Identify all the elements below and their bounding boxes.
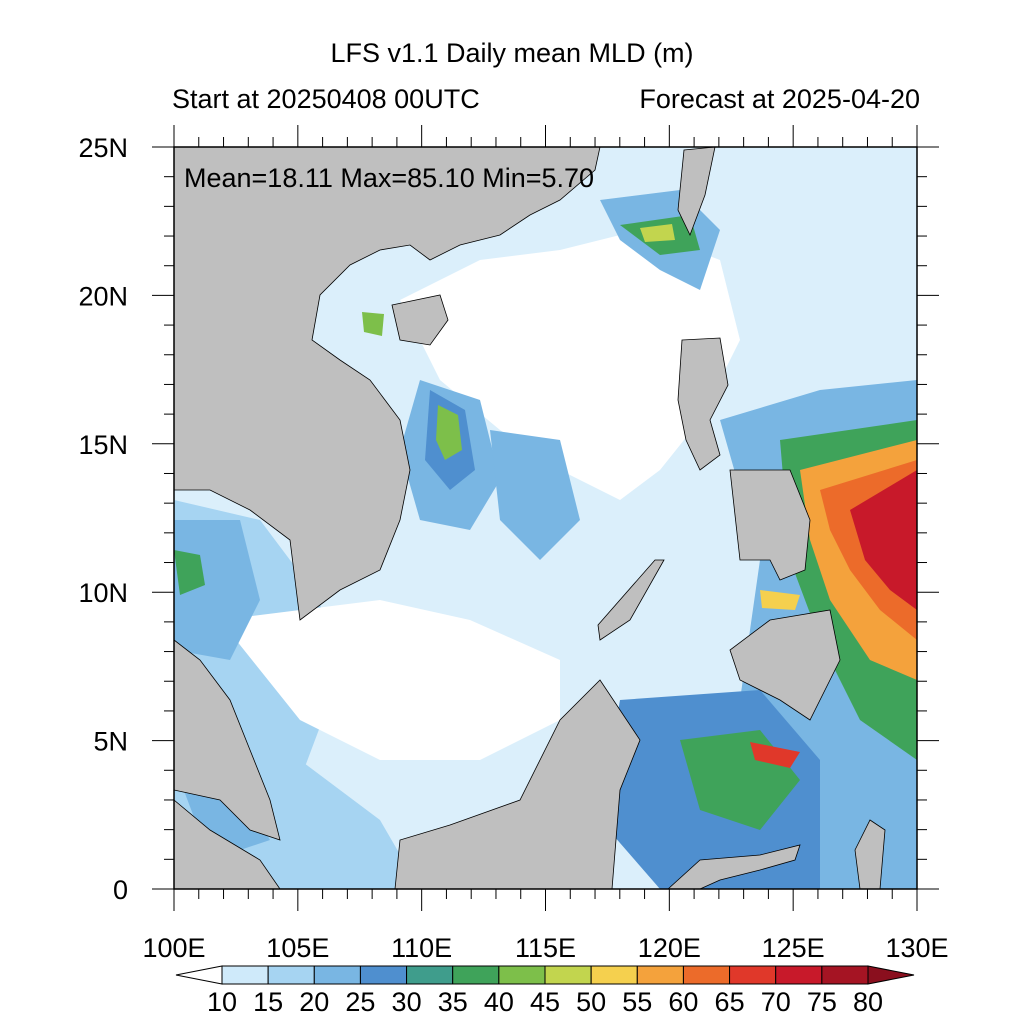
lat-tick-label: 20N [78, 281, 128, 311]
mld-region [850, 470, 917, 610]
colorbar-box [313, 965, 361, 985]
colorbar-label: 80 [853, 987, 883, 1017]
colorbar-box [406, 965, 454, 985]
colorbar-box [359, 965, 408, 985]
land-halmahera [854, 819, 886, 889]
colorbar-box [775, 965, 823, 985]
colorbar-box [452, 965, 500, 985]
colorbar-label: 55 [622, 987, 652, 1017]
lat-tick-label: 5N [93, 727, 128, 757]
land-masses [174, 147, 886, 889]
colorbar-box [729, 965, 777, 985]
forecast-time-label: Forecast at 2025-04-20 [639, 84, 920, 114]
land-visayas [729, 469, 811, 581]
stats-label: Mean=18.11 Max=85.10 Min=5.70 [184, 163, 595, 193]
mld-region [760, 590, 800, 610]
colorbar-label: 15 [253, 987, 283, 1017]
mld-region [640, 224, 675, 242]
colorbar-label: 50 [576, 987, 606, 1017]
colorbar-box [221, 965, 269, 985]
land-palawan [597, 559, 665, 641]
mld-region [490, 430, 580, 560]
colorbar-label: 60 [668, 987, 698, 1017]
start-time-label: Start at 20250408 00UTC [172, 84, 480, 114]
mld-region [436, 405, 462, 460]
lon-tick-label: 115E [515, 933, 576, 963]
lat-tick-label: 0 [113, 875, 128, 905]
colorbar-label: 45 [530, 987, 560, 1017]
land-sumatra [174, 799, 281, 889]
land-sulawesi [667, 844, 801, 889]
lon-tick-label: 100E [142, 933, 205, 963]
colorbar-box [544, 965, 592, 985]
land-mainland [174, 147, 601, 621]
colorbar: 10 15 20 25 30 35 40 45 50 55 60 65 70 75 80 [175, 965, 915, 1017]
lon-tick-label: 125E [762, 933, 825, 963]
colorbar-label: 75 [807, 987, 837, 1017]
lat-tick-label: 15N [78, 430, 128, 460]
land-malay-peninsula [174, 639, 281, 841]
mld-region [174, 550, 205, 595]
colorbar-label: 70 [761, 987, 791, 1017]
colorbar-label: 20 [299, 987, 329, 1017]
lat-tick-label: 10N [78, 578, 128, 608]
mld-region [400, 230, 740, 500]
colorbar-label: 25 [345, 987, 375, 1017]
map-title: LFS v1.1 Daily mean MLD (m) [330, 38, 694, 68]
lat-tick-label: 25N [78, 133, 128, 163]
colorbar-box [636, 965, 684, 985]
axis-tick-labels: 100E 105E 110E 115E 120E 125E 130E 0 5N 10N 15N 20N… [78, 133, 948, 963]
lon-tick-label: 120E [638, 933, 701, 963]
colorbar-low-arrow [175, 965, 223, 985]
mld-region [220, 600, 560, 760]
colorbar-box [267, 965, 315, 985]
lon-tick-label: 105E [266, 933, 329, 963]
lon-tick-label: 130E [885, 933, 948, 963]
land-borneo [394, 679, 641, 889]
mld-region [750, 742, 800, 768]
axis-ticks [152, 125, 939, 911]
colorbar-box [590, 965, 638, 985]
land-luzon [677, 337, 729, 471]
colorbar-box [682, 965, 731, 985]
colorbar-high-arrow [867, 965, 915, 985]
colorbar-label: 40 [484, 987, 514, 1017]
colorbar-box [498, 965, 546, 985]
colorbar-label: 30 [392, 987, 422, 1017]
colorbar-label: 10 [207, 987, 237, 1017]
lon-tick-label: 110E [391, 933, 452, 963]
colorbar-label: 65 [715, 987, 745, 1017]
mld-region [362, 312, 384, 336]
colorbar-box [821, 965, 869, 985]
land-hainan [391, 294, 449, 346]
land-mindanao [729, 609, 841, 721]
colorbar-label: 35 [438, 987, 468, 1017]
